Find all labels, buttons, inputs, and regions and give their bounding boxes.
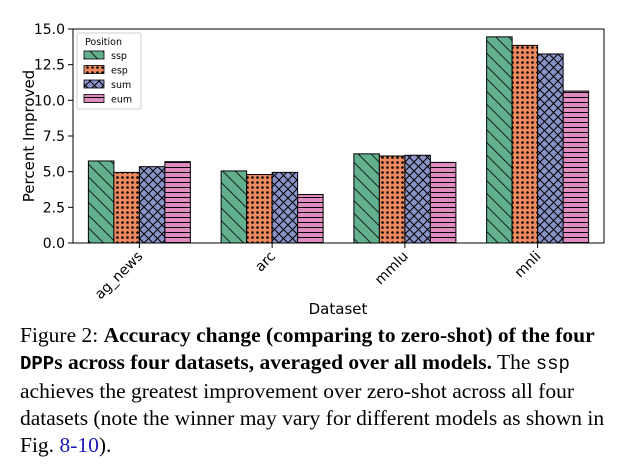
- caption-bold-mono: DPP: [20, 353, 55, 375]
- bar-eum-ag-news: [164, 161, 191, 244]
- y-tick-label: 12.5: [34, 58, 65, 74]
- legend-title: Position: [85, 37, 122, 48]
- y-axis: 0.0 2.5 5.0 7.5 10.0 12.5 15.0: [34, 22, 73, 252]
- legend-label-sum: sum: [111, 80, 131, 91]
- x-tick-label-mnli: mnli: [512, 249, 545, 282]
- legend: Position ssp esp sum eum: [76, 32, 142, 110]
- caption-bold-2: s across four datasets, averaged over al…: [54, 350, 492, 374]
- legend-label-ssp: ssp: [111, 51, 127, 62]
- legend-swatch-sum: [83, 79, 105, 89]
- legend-swatch-eum: [83, 94, 105, 103]
- y-tick-label: 0.0: [43, 236, 65, 252]
- bars-group: [87, 36, 590, 244]
- caption-text-1: The: [491, 350, 536, 374]
- bar-ssp-arc: [220, 170, 248, 244]
- x-tick-label-mmlu: mmlu: [372, 249, 412, 289]
- x-tick-label-ag-news: ag_news: [92, 249, 146, 303]
- x-axis: ag_news arc mmlu mnli: [92, 243, 544, 303]
- caption-text-3: ).: [98, 433, 112, 457]
- bar-chart: 0.0 2.5 5.0 7.5 10.0 12.5 15.0 ag_news arc mmlu m…: [20, 22, 605, 318]
- legend-label-esp: esp: [111, 66, 128, 77]
- bar-eum-arc: [297, 193, 324, 244]
- bar-ssp-ag-news: [87, 160, 115, 244]
- bar-ssp-mnli: [486, 36, 513, 244]
- bar-ssp-mmlu: [353, 153, 380, 244]
- y-tick-label: 7.5: [43, 129, 65, 145]
- bar-esp-mmlu: [378, 155, 406, 244]
- x-axis-title: Dataset: [309, 300, 368, 318]
- caption-label: Figure 2:: [20, 323, 104, 347]
- caption-text-2: achieves the greatest improvement over z…: [20, 379, 605, 457]
- bar-esp-arc: [246, 174, 273, 244]
- legend-label-eum: eum: [111, 95, 132, 106]
- figure-link[interactable]: 8-10: [59, 433, 99, 457]
- bar-sum-ag-news: [138, 166, 166, 244]
- bar-eum-mmlu: [429, 161, 457, 244]
- caption-mono: ssp: [535, 353, 570, 375]
- y-tick-label: 15.0: [34, 22, 65, 38]
- legend-swatch-ssp: [83, 50, 105, 60]
- y-tick-label: 2.5: [43, 200, 65, 216]
- legend-swatch-esp: [83, 65, 105, 74]
- bar-eum-mnli: [562, 90, 590, 244]
- figure-caption: Figure 2: Accuracy change (comparing to …: [20, 322, 620, 459]
- y-tick-label: 10.0: [34, 93, 65, 109]
- x-tick-label-arc: arc: [252, 249, 279, 276]
- y-axis-title: Percent Improved: [20, 70, 38, 202]
- bar-sum-mnli: [537, 53, 564, 244]
- bar-esp-ag-news: [113, 171, 140, 244]
- y-tick-label: 5.0: [43, 165, 65, 181]
- caption-bold-1: Accuracy change (comparing to zero-shot)…: [103, 323, 595, 347]
- bar-sum-arc: [271, 171, 299, 244]
- bar-sum-mmlu: [404, 154, 431, 244]
- bar-esp-mnli: [511, 44, 539, 244]
